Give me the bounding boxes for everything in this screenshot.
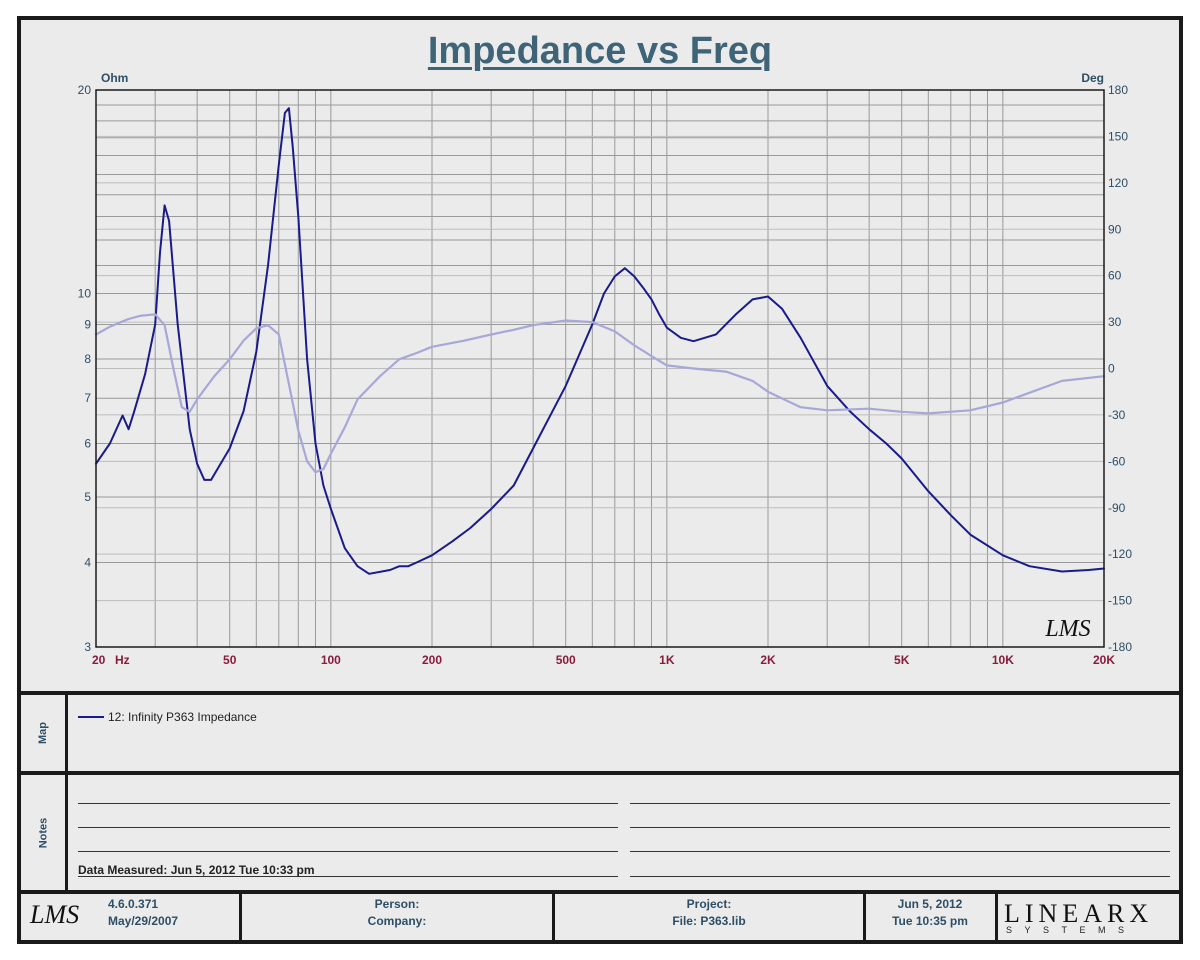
- x-tick-label: 5K: [894, 653, 910, 667]
- y2-tick-label: 60: [1108, 269, 1122, 283]
- footer-person-block: Person: Company:: [242, 897, 552, 939]
- y2-tick-label: 90: [1108, 222, 1122, 236]
- x-tick-label: 500: [556, 653, 576, 667]
- notes-line[interactable]: [78, 851, 618, 852]
- y-tick-label: 20: [78, 83, 92, 97]
- footer-file: File: P363.lib: [672, 914, 746, 928]
- x-tick-label: 10K: [992, 653, 1014, 667]
- notes-line[interactable]: [630, 803, 1170, 804]
- footer-top-border: [17, 890, 1183, 894]
- y2-tick-label: -120: [1108, 547, 1132, 561]
- footer-time: Tue 10:35 pm: [892, 914, 968, 928]
- notes-line[interactable]: [78, 803, 618, 804]
- y2-tick-label: -30: [1108, 408, 1126, 422]
- data-measured-note: Data Measured: Jun 5, 2012 Tue 10:33 pm: [78, 863, 315, 877]
- y2-tick-label: -60: [1108, 454, 1126, 468]
- x-tick-label: 2K: [760, 653, 776, 667]
- footer-person: Person:: [374, 897, 420, 911]
- y-tick-label: 5: [84, 490, 91, 504]
- footer-divider: [552, 893, 555, 941]
- y-tick-label: 10: [78, 287, 92, 301]
- y-tick-label: 3: [84, 640, 91, 654]
- y2-tick-label: -180: [1108, 640, 1132, 654]
- map-panel-top-border: [17, 691, 1183, 695]
- right-axis-unit: Deg: [1081, 71, 1104, 85]
- impedance-chart: 20 10 9 8 7 6 5 4 3 180 150 120 90 60 30 0 -30 -60 -90 -120…: [78, 71, 1133, 667]
- x-tick-label: 20: [92, 653, 106, 667]
- y2-tick-label: 180: [1108, 83, 1128, 97]
- y-tick-label: 4: [84, 556, 91, 570]
- y-tick-label: 8: [84, 352, 91, 366]
- legend-label: 12: Infinity P363 Impedance: [108, 710, 257, 724]
- legend-swatch: [78, 716, 104, 718]
- notes-label: Notes: [21, 775, 65, 890]
- notes-line[interactable]: [78, 876, 618, 877]
- footer-divider: [239, 893, 242, 941]
- footer-divider: [863, 893, 866, 941]
- y2-tick-label: 150: [1108, 129, 1128, 143]
- footer-project-block: Project: File: P363.lib: [555, 897, 863, 939]
- plot-border: [95, 89, 1105, 648]
- x-tick-label: 20K: [1093, 653, 1115, 667]
- map-label: Map: [21, 695, 65, 771]
- lms-watermark: LMS: [1044, 616, 1090, 642]
- impedance-series-line: [95, 107, 1105, 575]
- x-tick-label: 1K: [659, 653, 675, 667]
- linearx-logo-text: LINEARX: [1004, 899, 1154, 928]
- notes-line[interactable]: [630, 876, 1170, 877]
- footer-date: Jun 5, 2012: [897, 897, 963, 911]
- notes-panel-top-border: [17, 771, 1183, 775]
- y-tick-label: 6: [84, 436, 91, 450]
- x-tick-label: 200: [422, 653, 442, 667]
- linearx-logo-subtext: SYSTEMS: [1006, 925, 1137, 935]
- footer-project: Project:: [686, 897, 732, 911]
- phase-series-line: [94, 313, 1106, 474]
- footer-version-date: May/29/2007: [108, 914, 179, 928]
- y-tick-label: 9: [84, 317, 91, 331]
- y2-tick-label: -90: [1108, 501, 1126, 515]
- notes-line[interactable]: [630, 827, 1170, 828]
- x-tick-label: Hz: [115, 653, 130, 667]
- y2-tick-label: -150: [1108, 594, 1132, 608]
- map-label-text: Map: [37, 722, 49, 744]
- notes-line[interactable]: [630, 851, 1170, 852]
- left-axis-unit: Ohm: [101, 71, 128, 85]
- x-tick-label: 50: [223, 653, 237, 667]
- footer-version: 4.6.0.371: [108, 897, 159, 911]
- legend-item[interactable]: 12: Infinity P363 Impedance: [78, 710, 257, 724]
- y2-tick-label: 30: [1108, 315, 1122, 329]
- notes-divider: [65, 775, 68, 890]
- notes-label-text: Notes: [37, 817, 49, 848]
- y2-tick-label: 120: [1108, 176, 1128, 190]
- notes-line[interactable]: [78, 827, 618, 828]
- footer-lms-logo: LMS: [30, 900, 80, 929]
- footer-company: Company:: [367, 914, 427, 928]
- chart-title: Impedance vs Freq: [427, 30, 773, 72]
- footer-divider: [995, 893, 998, 941]
- footer-version-block: 4.6.0.371 May/29/2007: [108, 897, 238, 939]
- x-tick-label: 100: [321, 653, 341, 667]
- y2-tick-label: 0: [1108, 362, 1115, 376]
- y-tick-label: 7: [84, 391, 91, 405]
- footer-date-block: Jun 5, 2012 Tue 10:35 pm: [866, 897, 994, 939]
- map-divider: [65, 695, 68, 771]
